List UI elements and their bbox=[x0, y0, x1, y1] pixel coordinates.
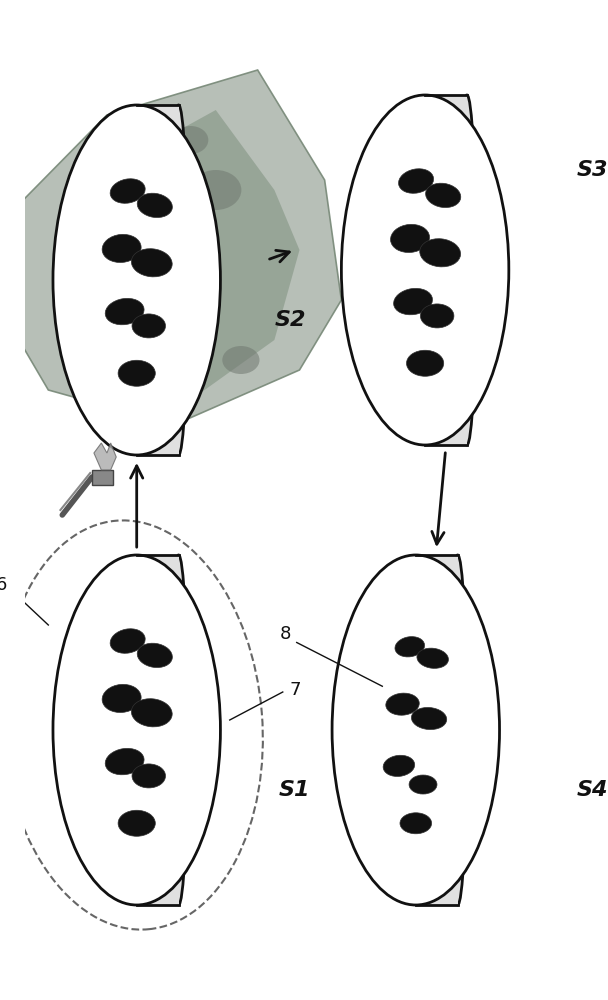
Ellipse shape bbox=[341, 95, 509, 445]
Ellipse shape bbox=[53, 105, 221, 455]
Ellipse shape bbox=[390, 224, 429, 252]
Ellipse shape bbox=[417, 648, 449, 668]
Polygon shape bbox=[137, 555, 179, 905]
Text: 6: 6 bbox=[0, 576, 7, 594]
Text: S3: S3 bbox=[577, 160, 608, 180]
Ellipse shape bbox=[407, 350, 444, 376]
Ellipse shape bbox=[105, 298, 144, 325]
Ellipse shape bbox=[458, 95, 476, 445]
Polygon shape bbox=[137, 105, 179, 455]
Ellipse shape bbox=[420, 239, 461, 267]
Text: S1: S1 bbox=[279, 780, 311, 800]
Polygon shape bbox=[425, 95, 467, 445]
Polygon shape bbox=[74, 110, 300, 400]
Ellipse shape bbox=[134, 223, 181, 257]
Ellipse shape bbox=[426, 183, 461, 208]
Ellipse shape bbox=[118, 810, 155, 836]
Ellipse shape bbox=[53, 555, 221, 905]
Ellipse shape bbox=[110, 179, 145, 203]
Ellipse shape bbox=[102, 684, 141, 712]
Ellipse shape bbox=[131, 699, 172, 727]
Text: S2: S2 bbox=[274, 310, 306, 330]
Ellipse shape bbox=[386, 693, 420, 715]
Ellipse shape bbox=[105, 748, 144, 775]
Ellipse shape bbox=[132, 764, 165, 788]
Ellipse shape bbox=[170, 555, 188, 905]
Ellipse shape bbox=[399, 169, 434, 193]
Ellipse shape bbox=[173, 126, 209, 154]
Ellipse shape bbox=[400, 813, 432, 834]
Text: S4: S4 bbox=[577, 780, 608, 800]
Polygon shape bbox=[416, 555, 458, 905]
Ellipse shape bbox=[118, 360, 155, 386]
Ellipse shape bbox=[449, 555, 467, 905]
Ellipse shape bbox=[110, 629, 145, 653]
Ellipse shape bbox=[409, 775, 437, 794]
Ellipse shape bbox=[111, 304, 153, 336]
Ellipse shape bbox=[137, 193, 172, 218]
Ellipse shape bbox=[395, 637, 424, 657]
Text: 8: 8 bbox=[280, 625, 291, 643]
Ellipse shape bbox=[102, 234, 141, 262]
Ellipse shape bbox=[223, 346, 260, 374]
Ellipse shape bbox=[383, 755, 415, 776]
Polygon shape bbox=[0, 70, 341, 425]
Ellipse shape bbox=[132, 314, 165, 338]
Ellipse shape bbox=[170, 105, 188, 455]
Ellipse shape bbox=[420, 304, 454, 328]
Ellipse shape bbox=[412, 707, 447, 730]
Ellipse shape bbox=[332, 555, 500, 905]
Ellipse shape bbox=[137, 643, 172, 668]
Polygon shape bbox=[94, 443, 116, 470]
Polygon shape bbox=[92, 470, 114, 485]
Ellipse shape bbox=[393, 288, 432, 315]
Text: 7: 7 bbox=[289, 681, 300, 699]
Ellipse shape bbox=[190, 170, 241, 210]
Ellipse shape bbox=[131, 249, 172, 277]
